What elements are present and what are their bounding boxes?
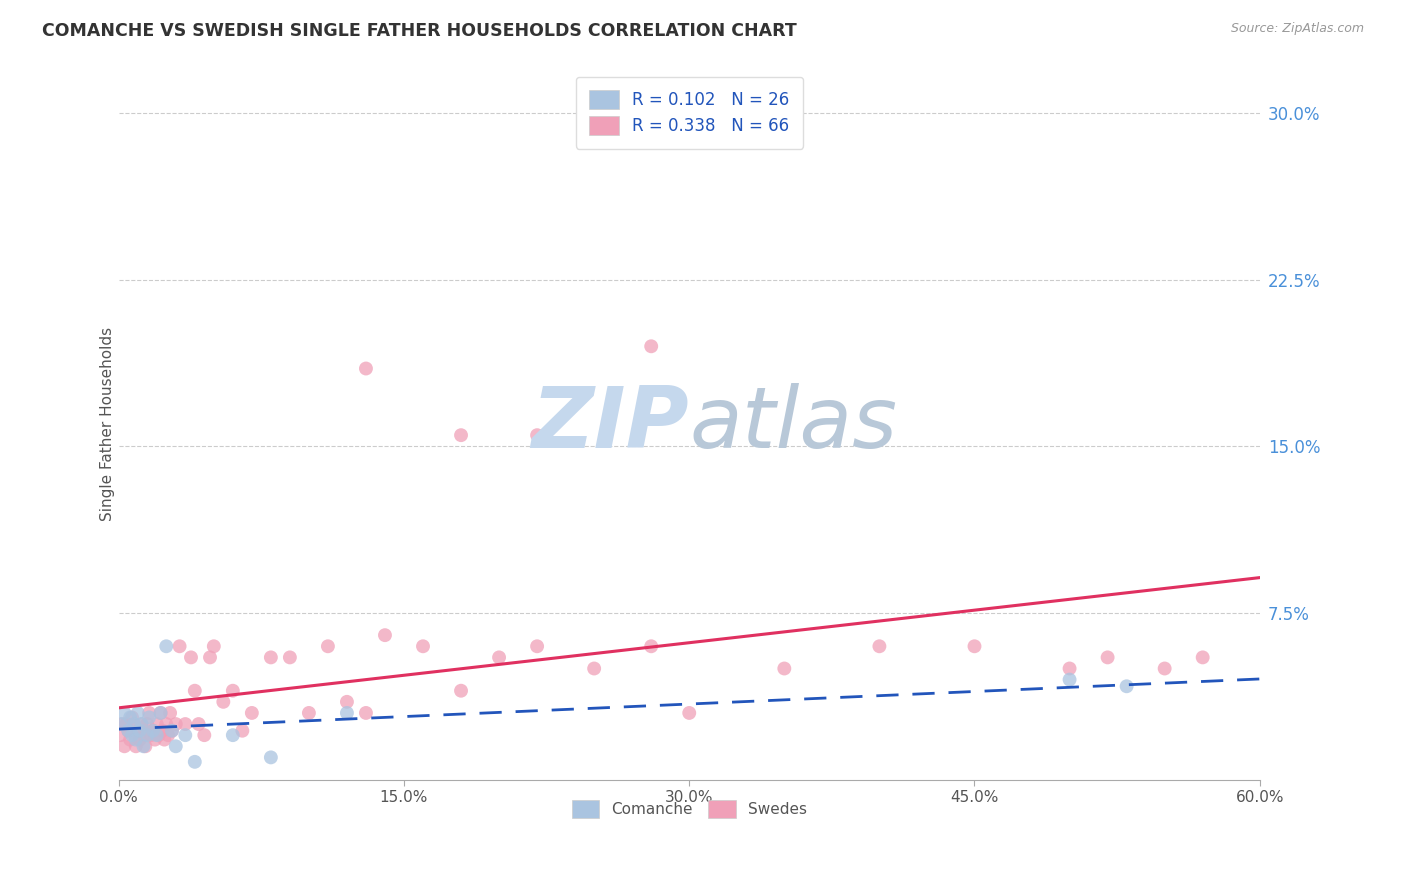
Point (212, 695, 235, 709)
Point (169, 640, 191, 654)
Text: Source: ZipAtlas.com: Source: ZipAtlas.com (1230, 22, 1364, 36)
Point (278, 650, 301, 665)
Text: COMANCHE VS SWEDISH SINGLE FATHER HOUSEHOLDS CORRELATION CHART: COMANCHE VS SWEDISH SINGLE FATHER HOUSEH… (42, 22, 797, 40)
Point (160, 723, 183, 738)
Point (174, 728, 197, 742)
Point (157, 728, 180, 742)
Point (165, 739, 187, 754)
Point (374, 628, 396, 642)
Point (298, 706, 321, 720)
Point (526, 640, 548, 654)
Point (134, 739, 156, 754)
Point (117, 723, 139, 738)
Point (165, 717, 187, 731)
Point (122, 717, 145, 731)
Point (142, 723, 165, 738)
Point (260, 750, 283, 764)
Legend: Comanche, Swedes: Comanche, Swedes (564, 792, 814, 825)
Point (450, 428, 472, 442)
Point (193, 728, 215, 742)
Text: ZIP: ZIP (531, 383, 689, 466)
Point (128, 732, 150, 747)
Point (143, 732, 166, 747)
Point (1191, 650, 1213, 665)
Text: atlas: atlas (689, 383, 897, 466)
Point (488, 650, 510, 665)
Point (1059, 661, 1081, 675)
Point (132, 739, 155, 754)
Point (149, 706, 172, 720)
Point (336, 695, 359, 709)
Point (125, 739, 148, 754)
Point (155, 717, 177, 731)
Point (202, 640, 225, 654)
Point (354, 361, 377, 376)
Point (773, 661, 796, 675)
Point (184, 755, 207, 769)
Point (187, 717, 209, 731)
Point (110, 728, 132, 742)
Point (128, 723, 150, 738)
Point (160, 723, 183, 738)
Y-axis label: Single Father Households: Single Father Households (100, 327, 115, 521)
Point (131, 717, 153, 731)
Point (114, 706, 136, 720)
Point (450, 683, 472, 698)
Point (114, 739, 136, 754)
Point (583, 661, 606, 675)
Point (1153, 661, 1175, 675)
Point (139, 728, 162, 742)
Point (174, 717, 197, 731)
Point (180, 650, 202, 665)
Point (222, 683, 245, 698)
Point (127, 723, 149, 738)
Point (1097, 650, 1119, 665)
Point (149, 706, 172, 720)
Point (148, 728, 170, 742)
Point (231, 723, 253, 738)
Point (640, 339, 662, 353)
Point (316, 640, 339, 654)
Point (110, 717, 132, 731)
Point (354, 706, 377, 720)
Point (132, 728, 155, 742)
Point (117, 723, 139, 738)
Point (222, 728, 245, 742)
Point (1059, 673, 1081, 687)
Point (127, 706, 149, 720)
Point (412, 640, 434, 654)
Point (526, 428, 548, 442)
Point (121, 710, 143, 724)
Point (1115, 679, 1137, 693)
Point (111, 717, 134, 731)
Point (336, 706, 359, 720)
Point (640, 640, 662, 654)
Point (145, 717, 167, 731)
Point (121, 728, 143, 742)
Point (868, 640, 890, 654)
Point (136, 728, 159, 742)
Point (138, 710, 160, 724)
Point (125, 732, 148, 747)
Point (145, 728, 167, 742)
Point (184, 683, 207, 698)
Point (260, 650, 283, 665)
Point (122, 717, 145, 731)
Point (159, 706, 181, 720)
Point (678, 706, 700, 720)
Point (131, 717, 153, 731)
Point (198, 650, 221, 665)
Point (155, 640, 177, 654)
Point (120, 732, 142, 747)
Point (963, 640, 986, 654)
Point (136, 717, 159, 731)
Point (138, 706, 160, 720)
Point (153, 732, 176, 747)
Point (152, 723, 174, 738)
Point (240, 706, 263, 720)
Point (142, 723, 165, 738)
Point (120, 710, 142, 724)
Point (115, 717, 138, 731)
